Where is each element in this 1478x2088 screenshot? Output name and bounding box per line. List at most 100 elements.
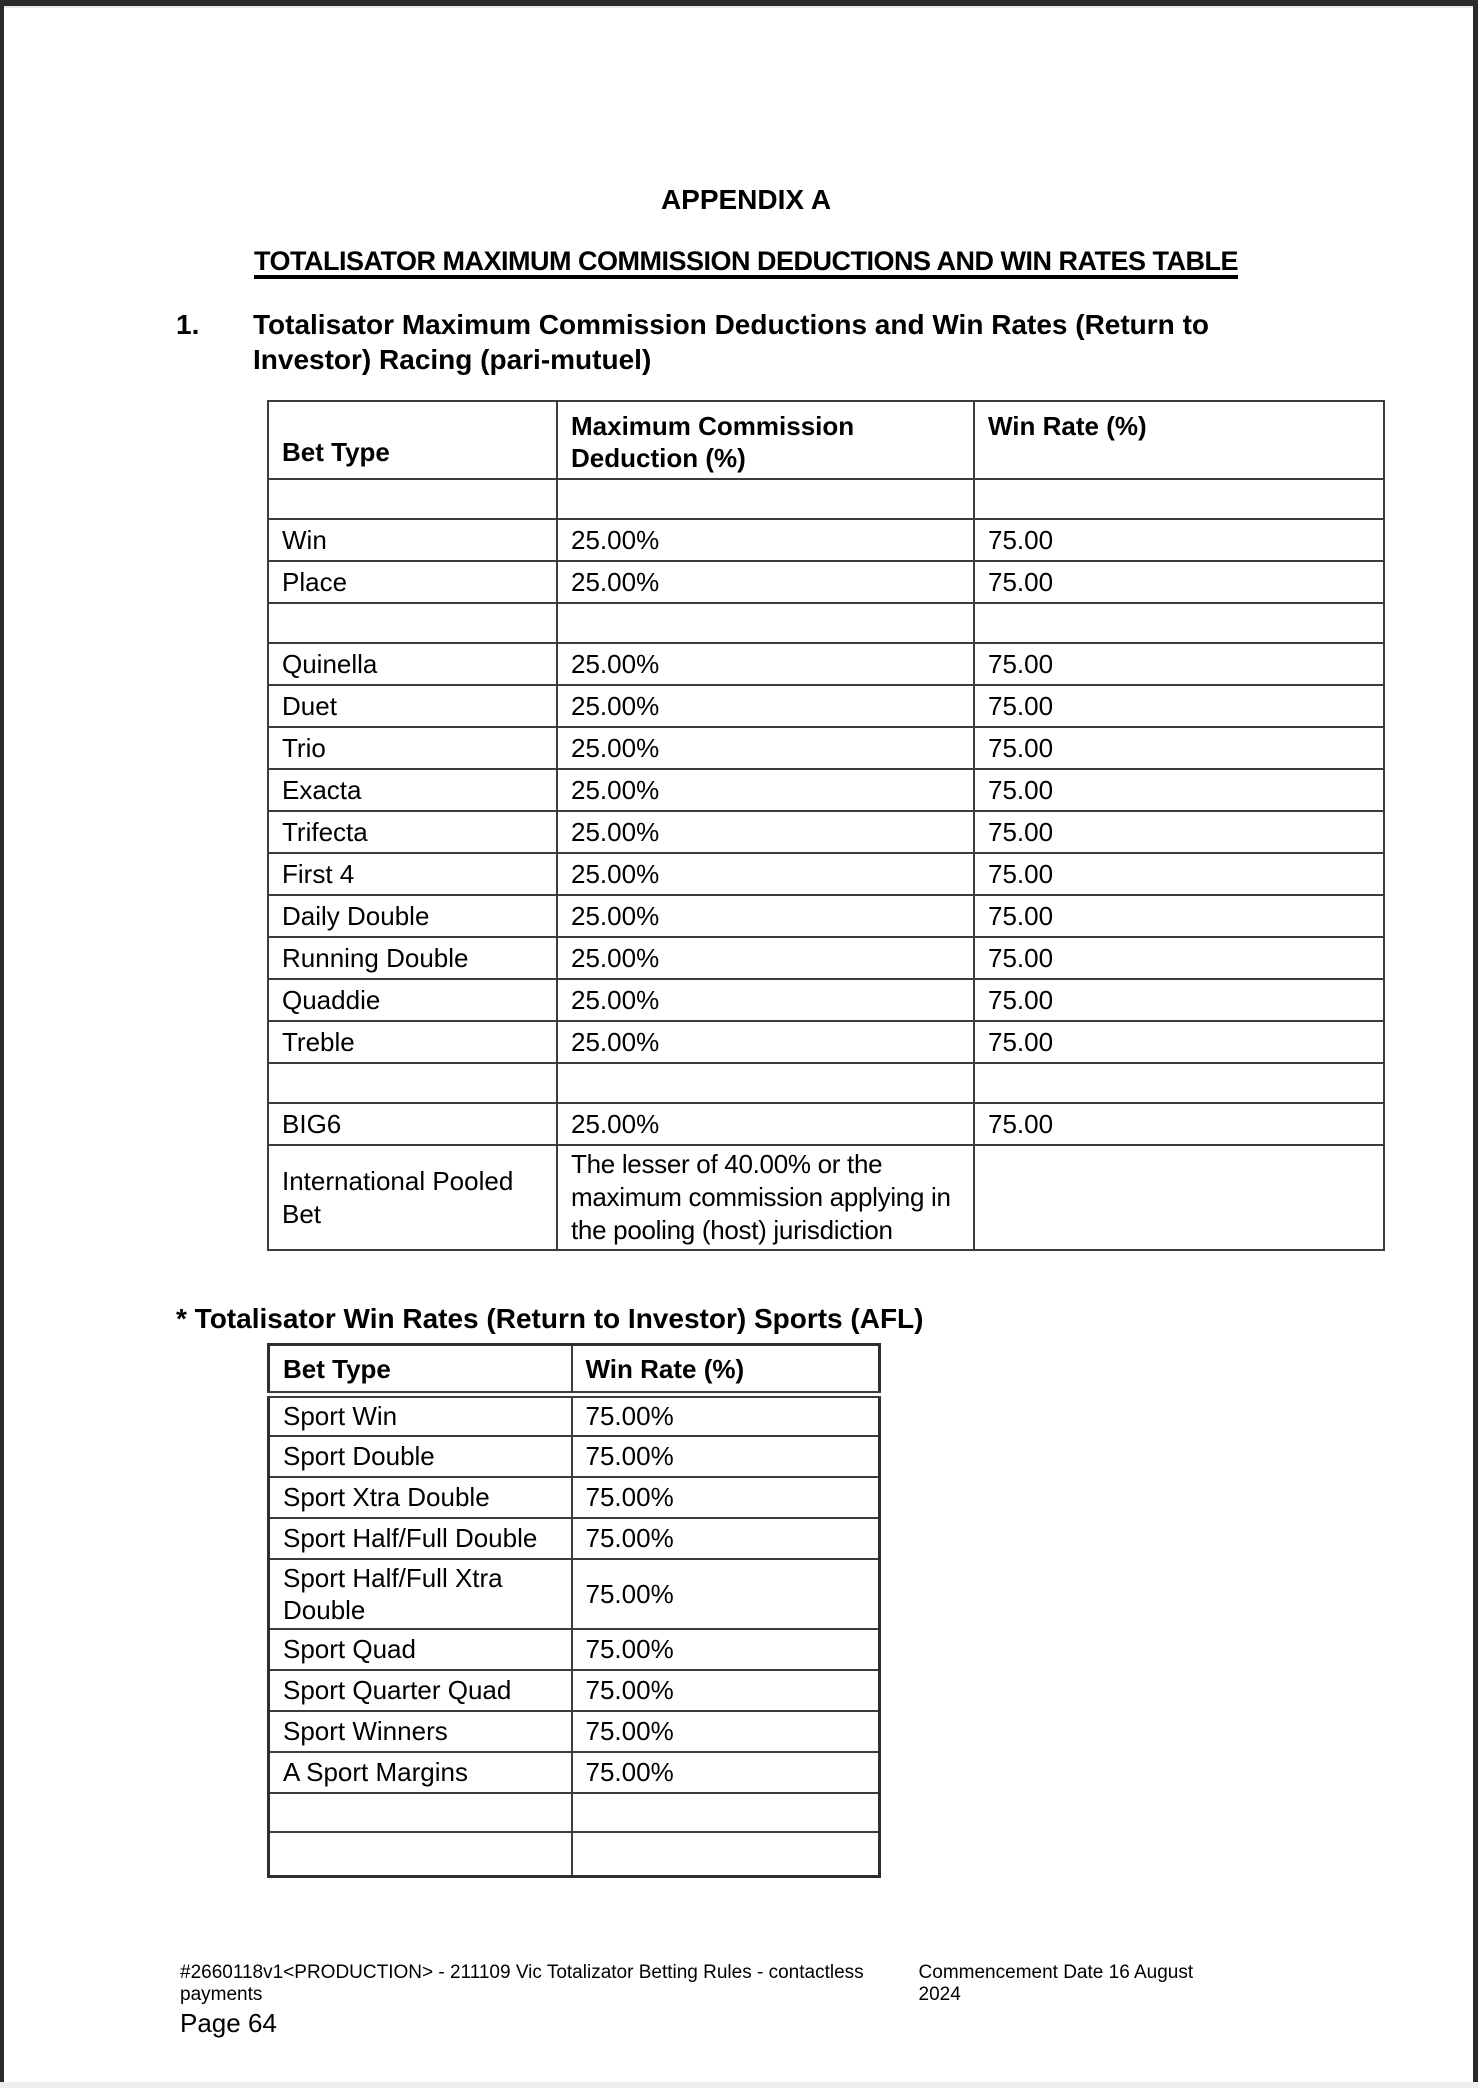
- table-row: Treble 25.00% 75.00: [267, 1020, 1385, 1064]
- table-cell: Win: [267, 518, 558, 562]
- table-cell: Sport Win: [267, 1393, 573, 1437]
- document-reference: #2660118v1<PRODUCTION> - 211109 Vic Tota…: [180, 1962, 864, 2005]
- table-cell: 75.00%: [570, 1557, 881, 1630]
- table-cell: 75.00%: [570, 1393, 881, 1437]
- table-row: A Sport Margins 75.00%: [267, 1750, 881, 1794]
- table-spacer-row: [267, 602, 1385, 644]
- table-cell: [556, 1062, 975, 1104]
- table-cell: Sport Winners: [267, 1709, 573, 1753]
- table-cell: 75.00: [973, 726, 1385, 770]
- table-cell: 75.00: [973, 894, 1385, 938]
- table-cell: [267, 1791, 573, 1833]
- table-cell: The lesser of 40.00% or the maximum comm…: [556, 1144, 975, 1251]
- table-cell: 25.00%: [556, 518, 975, 562]
- table-cell: [267, 478, 558, 520]
- table-cell: 25.00%: [556, 1020, 975, 1064]
- table-cell: 75.00: [973, 1102, 1385, 1146]
- table-cell: 25.00%: [556, 726, 975, 770]
- table-cell: [973, 602, 1385, 644]
- table-cell: Sport Quad: [267, 1627, 573, 1671]
- table-cell: [973, 478, 1385, 520]
- table-cell: 25.00%: [556, 1102, 975, 1146]
- section-heading-racing: 1. Totalisator Maximum Commission Deduct…: [176, 307, 1473, 377]
- table-cell: 25.00%: [556, 642, 975, 686]
- table-cell: 75.00: [973, 642, 1385, 686]
- table-row: Sport Winners 75.00%: [267, 1709, 881, 1753]
- table-cell: 75.00%: [570, 1516, 881, 1560]
- viewer-frame-top: [0, 0, 1478, 6]
- table-cell: 75.00: [973, 810, 1385, 854]
- column-header-max-commission: Maximum Commission Deduction (%): [556, 400, 975, 480]
- table-cell: Running Double: [267, 936, 558, 980]
- racing-commission-table: Bet Type Maximum Commission Deduction (%…: [267, 400, 1385, 1251]
- sports-win-rates-table: Bet Type Win Rate (%) Sport Win 75.00% Spo…: [267, 1343, 881, 1878]
- table-row: Sport Quad 75.00%: [267, 1627, 881, 1671]
- table-cell: Quaddie: [267, 978, 558, 1022]
- table-cell: Place: [267, 560, 558, 604]
- table-header-row: Bet Type Win Rate (%): [267, 1343, 881, 1398]
- table-cell: 75.00%: [570, 1668, 881, 1712]
- table-cell: [570, 1830, 881, 1878]
- table-cell: 25.00%: [556, 810, 975, 854]
- table-row: Sport Half/Full Double 75.00%: [267, 1516, 881, 1560]
- section-number: 1.: [176, 309, 200, 340]
- table-cell: [570, 1791, 881, 1833]
- page-number: Page 64: [180, 2008, 277, 2038]
- table-cell: 25.00%: [556, 936, 975, 980]
- table-cell: First 4: [267, 852, 558, 896]
- table-row: Sport Xtra Double 75.00%: [267, 1475, 881, 1519]
- column-header-bet-type: Bet Type: [267, 1343, 573, 1398]
- table-cell: [556, 478, 975, 520]
- table-row: Sport Double 75.00%: [267, 1434, 881, 1478]
- table-cell: [973, 1062, 1385, 1104]
- table-spacer-row: [267, 1830, 881, 1878]
- table-cell: [556, 602, 975, 644]
- table-cell: 75.00%: [570, 1750, 881, 1794]
- column-header-bet-type: Bet Type: [267, 400, 558, 480]
- table-row: Quaddie 25.00% 75.00: [267, 978, 1385, 1022]
- table-row: Running Double 25.00% 75.00: [267, 936, 1385, 980]
- table-header-row: Bet Type Maximum Commission Deduction (%…: [267, 400, 1385, 480]
- table-cell: 75.00: [973, 978, 1385, 1022]
- table-cell: 75.00: [973, 852, 1385, 896]
- table-cell: 25.00%: [556, 852, 975, 896]
- table-cell: Sport Quarter Quad: [267, 1668, 573, 1712]
- table-cell: 75.00: [973, 768, 1385, 812]
- table-cell: BIG6: [267, 1102, 558, 1146]
- table-cell: 75.00: [973, 1020, 1385, 1064]
- page-footer: #2660118v1<PRODUCTION> - 211109 Vic Tota…: [180, 1962, 1227, 2038]
- table-cell: 75.00%: [570, 1475, 881, 1519]
- table-cell: Sport Half/Full Xtra Double: [267, 1557, 573, 1630]
- table-cell: 75.00: [973, 560, 1385, 604]
- table-cell: 75.00%: [570, 1627, 881, 1671]
- table-cell: Quinella: [267, 642, 558, 686]
- page-content: APPENDIX A TOTALISATOR MAXIMUM COMMISSIO…: [4, 6, 1473, 2082]
- table-cell: 25.00%: [556, 978, 975, 1022]
- table-cell: Treble: [267, 1020, 558, 1064]
- table-cell: [267, 602, 558, 644]
- appendix-title: APPENDIX A: [660, 184, 832, 215]
- table-row: First 4 25.00% 75.00: [267, 852, 1385, 896]
- table-row: Quinella 25.00% 75.00: [267, 642, 1385, 686]
- table-cell: 25.00%: [556, 684, 975, 728]
- page-bottom-edge: [0, 2082, 1478, 2088]
- section-heading-text: Totalisator Maximum Commission Deduction…: [253, 309, 1209, 375]
- table-cell: International Pooled Bet: [267, 1144, 558, 1251]
- table-cell: Sport Double: [267, 1434, 573, 1478]
- table-cell: 75.00: [973, 518, 1385, 562]
- table-cell: Trifecta: [267, 810, 558, 854]
- table-cell: Trio: [267, 726, 558, 770]
- table-row: Win 25.00% 75.00: [267, 518, 1385, 562]
- column-header-win-rate: Win Rate (%): [973, 400, 1385, 480]
- table-row: Daily Double 25.00% 75.00: [267, 894, 1385, 938]
- table-row: International Pooled Bet The lesser of 40…: [267, 1144, 1385, 1251]
- table-row: Exacta 25.00% 75.00: [267, 768, 1385, 812]
- table-cell: 75.00: [973, 684, 1385, 728]
- table-cell: [267, 1830, 573, 1878]
- viewer-frame-right: [1473, 0, 1478, 2088]
- table-cell: 25.00%: [556, 894, 975, 938]
- table-cell: A Sport Margins: [267, 1750, 573, 1794]
- table-cell: [973, 1144, 1385, 1251]
- table-cell: Sport Half/Full Double: [267, 1516, 573, 1560]
